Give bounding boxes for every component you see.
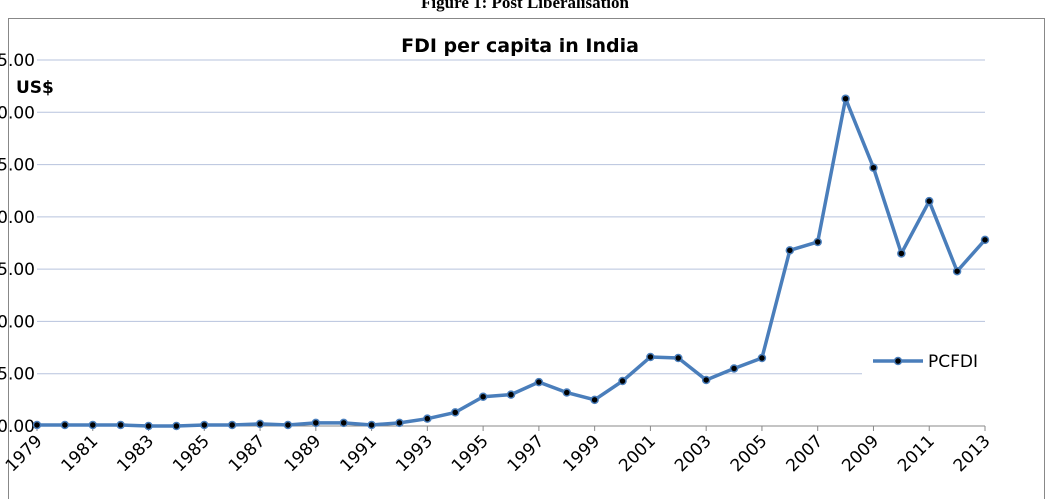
data-point <box>869 163 878 172</box>
x-tick-label: 1999 <box>559 431 604 476</box>
y-tick-label: 5.00 <box>0 365 35 385</box>
data-point <box>701 375 711 385</box>
data-point <box>506 390 516 399</box>
data-point <box>534 377 544 387</box>
y-tick-label: 35.00 <box>0 51 35 71</box>
data-point <box>311 418 321 428</box>
x-tick-label: 2009 <box>838 431 883 476</box>
y-tick-label: 0.00 <box>0 417 35 437</box>
data-point <box>367 420 376 430</box>
x-tick-label: 1991 <box>336 431 381 476</box>
x-tick-label: 1985 <box>169 431 214 476</box>
x-tick-label: 2007 <box>783 431 828 476</box>
x-tick-label: 2003 <box>671 431 716 476</box>
data-point <box>813 237 822 247</box>
data-point <box>980 235 990 245</box>
data-point <box>841 94 850 103</box>
y-tick-label: 10.00 <box>0 312 35 332</box>
chart-border <box>8 18 1045 499</box>
data-point <box>618 376 627 386</box>
series-line <box>37 96 987 428</box>
data-point <box>227 420 237 430</box>
data-point <box>478 392 488 401</box>
x-tick-label: 1981 <box>58 431 103 476</box>
data-point <box>729 364 739 373</box>
x-tick-label: 1993 <box>392 431 437 476</box>
data-point <box>339 418 348 428</box>
data-point <box>32 420 42 430</box>
data-point <box>283 420 293 430</box>
y-tick-label: 15.00 <box>0 260 35 280</box>
data-point <box>924 196 934 206</box>
x-tick-label: 1987 <box>225 431 270 476</box>
x-tick-label: 1983 <box>113 431 158 476</box>
data-point <box>88 420 98 430</box>
x-tick-label: 2011 <box>894 431 939 476</box>
data-point <box>144 421 153 431</box>
data-point <box>395 418 404 428</box>
data-point <box>674 353 683 363</box>
data-point <box>897 249 906 258</box>
data-point <box>952 266 962 276</box>
data-point <box>450 408 460 417</box>
data-point <box>255 419 265 429</box>
data-point <box>423 414 432 423</box>
x-tick-label: 2005 <box>727 431 772 476</box>
figure-caption: Figure 1: Post Liberalisation <box>421 0 629 12</box>
data-point <box>200 420 209 430</box>
data-point <box>757 353 767 363</box>
data-point <box>785 246 795 255</box>
data-point <box>646 352 655 362</box>
y-axis-label: US$ <box>16 78 54 98</box>
x-tick-label: 1997 <box>504 431 549 476</box>
x-tick-label: 2001 <box>615 431 660 476</box>
data-point <box>116 420 125 430</box>
data-point <box>562 388 572 397</box>
data-point <box>172 421 181 431</box>
x-tick-label: 2013 <box>950 431 995 476</box>
x-tick-label: 1995 <box>448 431 493 476</box>
y-tick-label: 30.00 <box>0 103 35 123</box>
data-point <box>60 420 70 430</box>
chart-title: FDI per capita in India <box>401 35 639 57</box>
x-tick-label: 1989 <box>281 431 326 476</box>
legend-label: PCFDI <box>928 352 978 372</box>
y-tick-label: 25.00 <box>0 156 35 176</box>
legend-marker <box>893 356 903 366</box>
data-point <box>590 395 599 405</box>
y-tick-label: 20.00 <box>0 208 35 228</box>
